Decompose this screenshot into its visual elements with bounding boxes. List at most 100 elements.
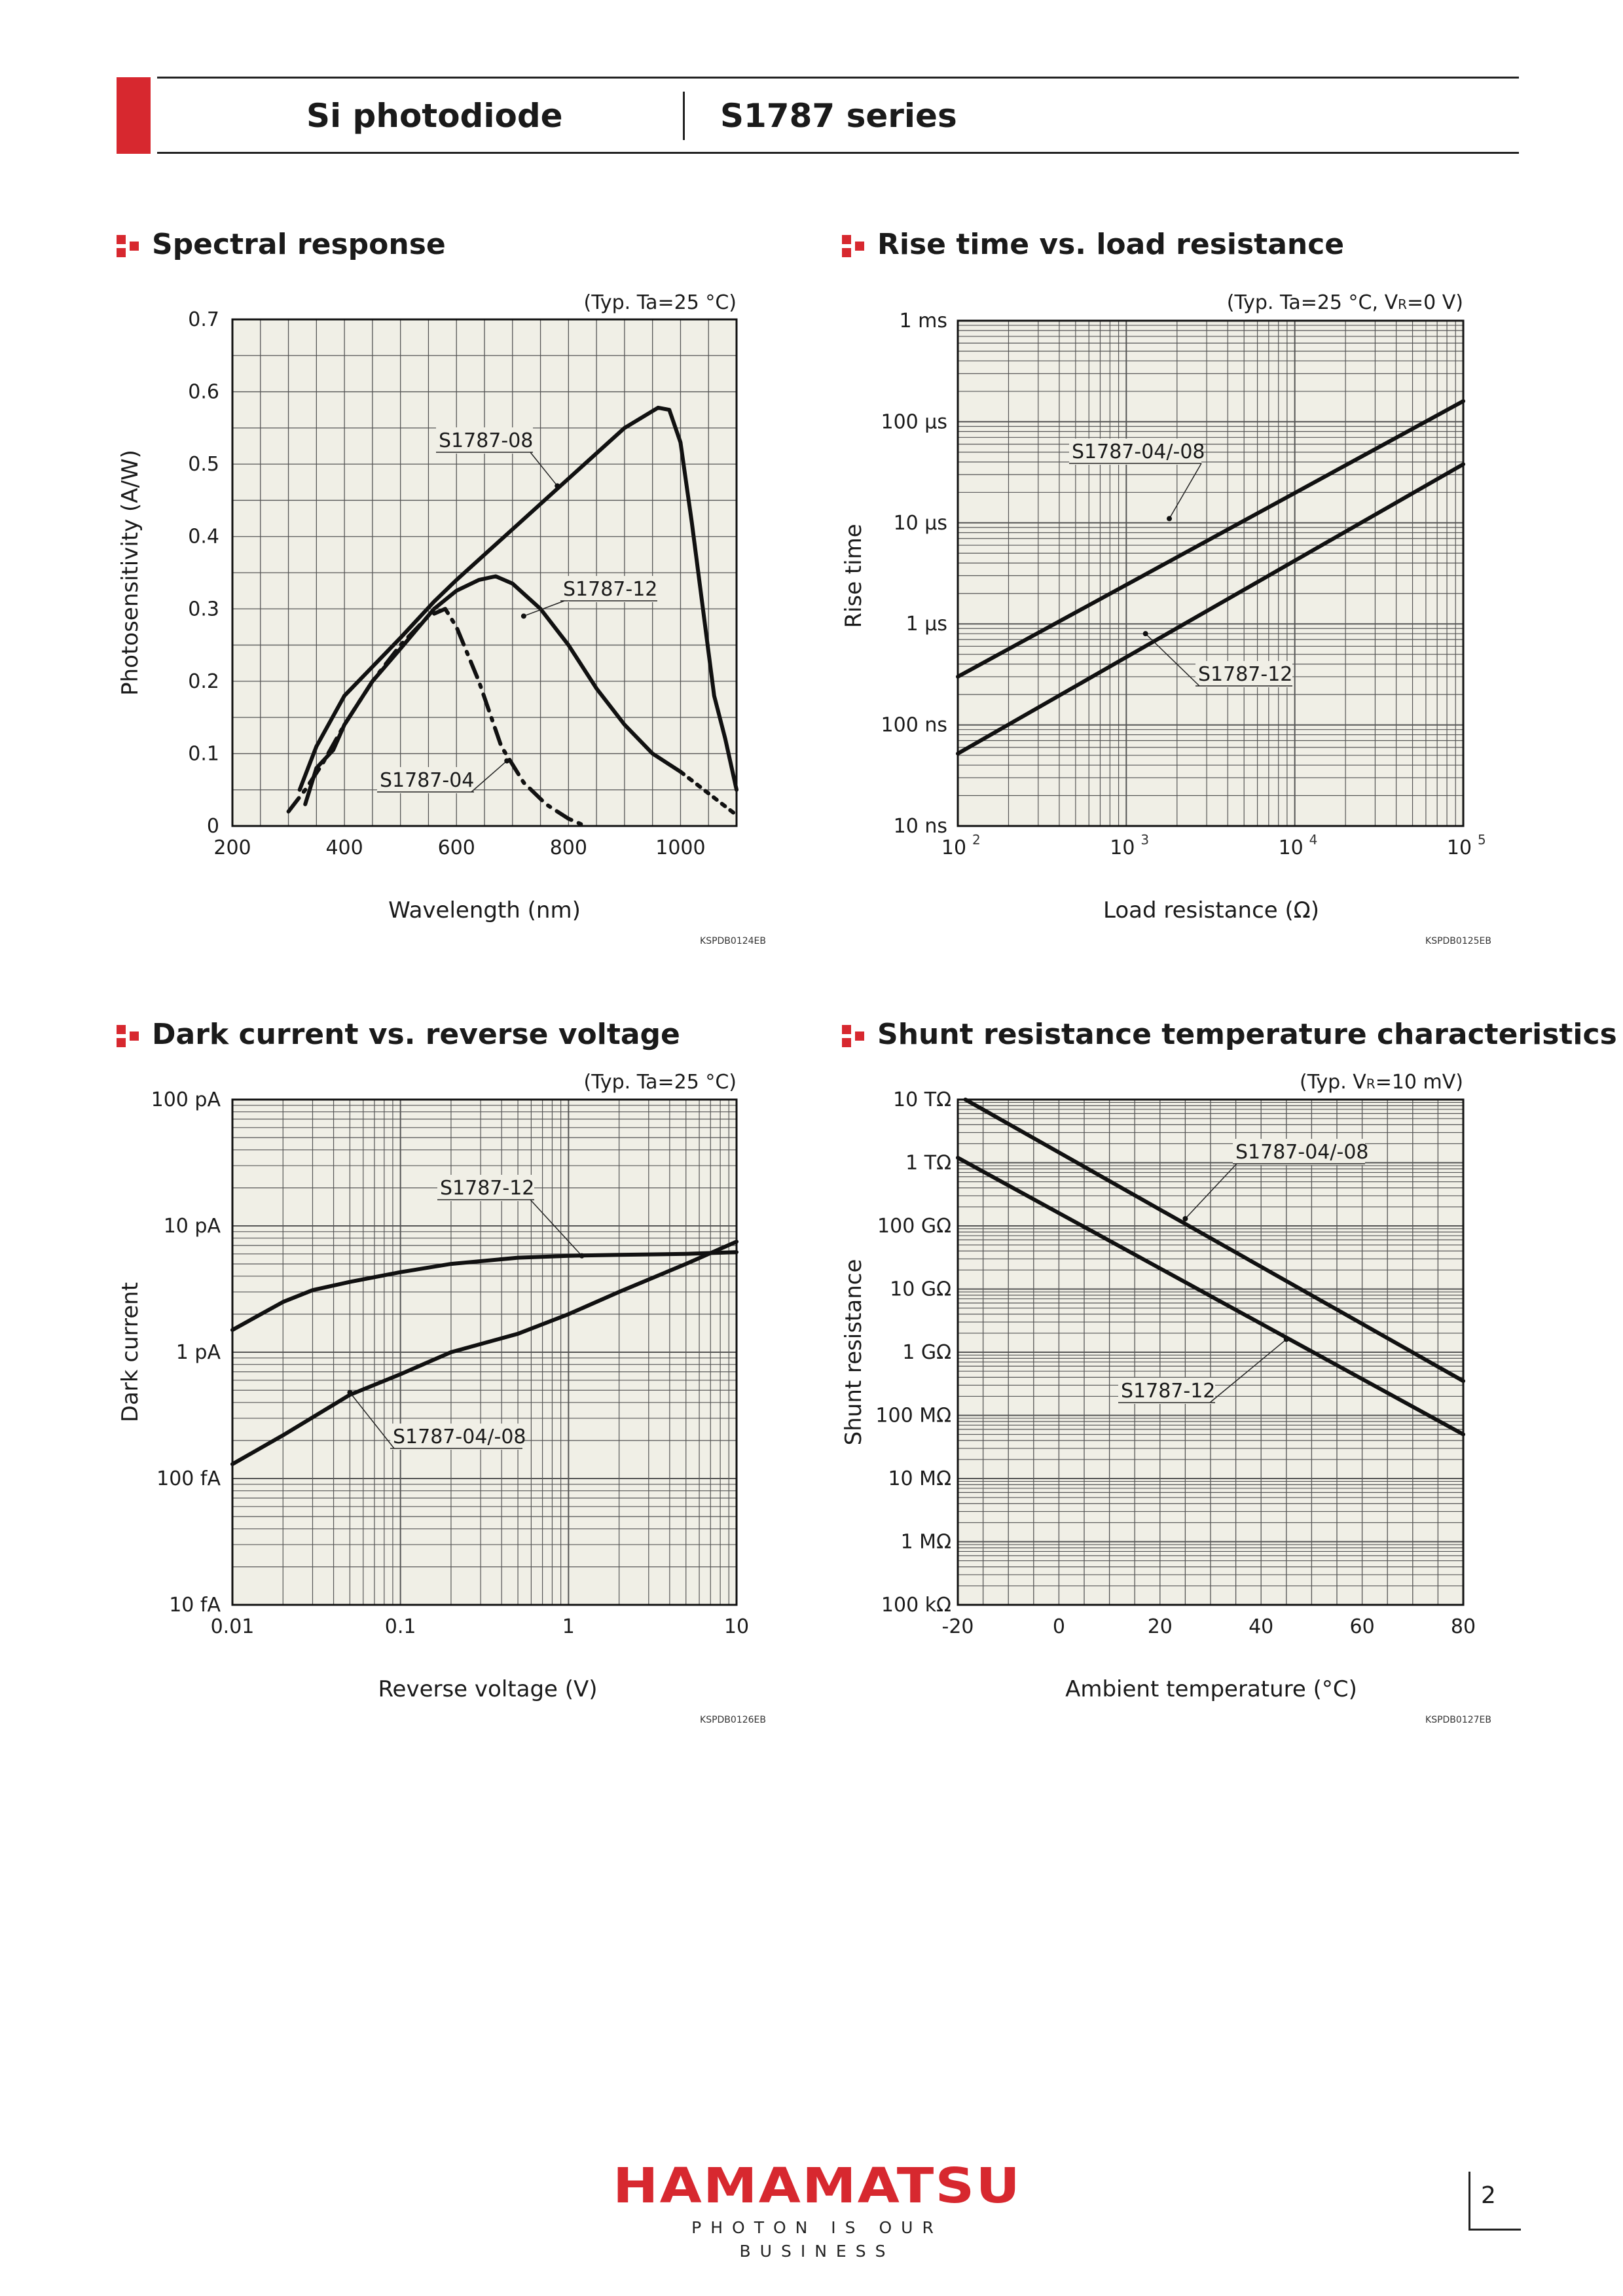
- series-line-s1787-12: [678, 770, 739, 817]
- x-tick-label: 1000: [655, 836, 705, 859]
- header-right-title: S1787 series: [720, 97, 957, 135]
- annotation-label: S1787-04/-08: [1235, 1141, 1369, 1164]
- annotation-arrow-tip: [347, 1390, 353, 1395]
- y-tick-label: 0: [207, 815, 219, 838]
- header-accent-bar: [117, 77, 151, 154]
- y-axis-label: Shunt resistance: [841, 1259, 867, 1446]
- y-tick-label: 0.7: [188, 308, 219, 331]
- condition-subscript: R: [1366, 1076, 1376, 1092]
- y-tick-label: 10 pA: [164, 1215, 221, 1238]
- section-title-text: Rise time vs. load resistance: [877, 228, 1345, 261]
- y-tick-label: 10 fA: [169, 1594, 221, 1617]
- section-title-shunt: Shunt resistance temperature characteris…: [842, 1016, 1617, 1053]
- series-line-s1787-04: [286, 607, 587, 828]
- y-tick-label: 10 MΩ: [888, 1467, 951, 1490]
- section-bullet-icon: [842, 235, 868, 257]
- plot-frame: [957, 319, 1465, 827]
- annotation-leader: [530, 1199, 583, 1257]
- header-top-rule: [157, 77, 1519, 79]
- condition-part: (Typ. Ta=25 °C, V: [1227, 291, 1398, 314]
- annotation-arrow-tip: [1142, 631, 1148, 637]
- chart-darkcurrent: 0.01 0.1 1 10 10 fA 100 fA 1 pA 10 pA 100 pA (Typ…: [117, 1071, 766, 1725]
- annotation-label-bg: [560, 576, 657, 602]
- plot-background: [958, 321, 1463, 826]
- x-tick-label: 600: [438, 836, 475, 859]
- x-tick-label: 10 3: [1110, 832, 1149, 859]
- annotation-label-bg: [1118, 1378, 1215, 1404]
- header-divider: [683, 92, 685, 140]
- annotation-arrow-tip: [1167, 516, 1173, 522]
- x-tick-label: 20: [1148, 1615, 1173, 1638]
- section-title-darkcurrent: Dark current vs. reverse voltage: [117, 1016, 680, 1053]
- y-tick-label: 10 TΩ: [893, 1088, 951, 1111]
- plot-frame: [957, 1098, 1465, 1606]
- y-tick-label: 100 GΩ: [877, 1215, 951, 1238]
- hamamatsu-logo: HAMAMATSU PHOTON IS OUR BUSINESS: [613, 2160, 1020, 2263]
- section-title-text: Spectral response: [152, 228, 446, 261]
- annotation-leader: [530, 452, 558, 486]
- y-tick-label: 100 fA: [156, 1467, 221, 1490]
- x-tick-base: 10: [1447, 836, 1472, 859]
- x-tick-label: 10: [724, 1615, 749, 1638]
- annotation-arrow-tip: [555, 483, 560, 489]
- annotation-label: S1787-04/-08: [1072, 440, 1205, 463]
- y-tick-label: 0.5: [188, 453, 219, 476]
- annotation: S1787-04/-08: [1069, 439, 1205, 522]
- annotation-label: S1787-12: [1121, 1380, 1215, 1403]
- plot-frame: [231, 1098, 738, 1606]
- annotation-leader: [1169, 463, 1202, 519]
- x-tick-label: 60: [1350, 1615, 1375, 1638]
- y-tick-label: 1 MΩ: [901, 1531, 951, 1554]
- header-left-title: Si photodiode: [306, 97, 563, 135]
- x-tick-label: 10 2: [941, 832, 981, 859]
- condition-part: (Typ. V: [1300, 1071, 1366, 1094]
- y-tick-label: 0.3: [188, 598, 219, 620]
- annotation-label: S1787-08: [439, 429, 533, 452]
- annotation: S1787-08: [436, 427, 560, 489]
- x-tick-label: 800: [550, 836, 587, 859]
- grid-lines: [232, 319, 737, 827]
- annotation-leader: [1209, 1338, 1287, 1403]
- x-tick-label: 10 4: [1279, 832, 1318, 859]
- annotation: S1787-04/-08: [347, 1390, 526, 1450]
- y-tick-label: 100 MΩ: [875, 1405, 951, 1427]
- annotation-label: S1787-12: [1198, 663, 1292, 686]
- chart-code: KSPDB0126EB: [700, 1715, 766, 1725]
- x-tick-label: 1: [562, 1615, 575, 1638]
- annotation-arrow-tip: [1283, 1336, 1289, 1342]
- chart-condition: (Typ. Ta=25 °C, VR=0 V): [1227, 291, 1463, 314]
- chart-condition: (Typ. VR=10 mV): [1300, 1071, 1463, 1094]
- series-line-s1787-12: [230, 1250, 739, 1332]
- section-title-spectral: Spectral response: [117, 226, 446, 263]
- x-tick-label: 0.1: [385, 1615, 416, 1638]
- annotation-label-bg: [1069, 439, 1201, 465]
- chart-code: KSPDB0124EB: [700, 936, 766, 946]
- x-axis-label: Load resistance (Ω): [1103, 897, 1319, 924]
- y-tick-label: 100 pA: [151, 1088, 221, 1111]
- x-tick-label: -20: [942, 1615, 974, 1638]
- x-tick-label: 200: [213, 836, 251, 859]
- x-tick-label: 400: [325, 836, 363, 859]
- section-title-text: Dark current vs. reverse voltage: [152, 1018, 680, 1051]
- y-tick-label: 100 μs: [881, 410, 947, 433]
- annotation-leader: [523, 600, 565, 617]
- y-tick-label: 1 μs: [906, 613, 947, 636]
- section-bullet-icon: [117, 235, 143, 257]
- series-line-s1787-04-08: [963, 1098, 1465, 1383]
- x-tick-label: 0.01: [211, 1615, 255, 1638]
- header-bottom-rule: [157, 152, 1519, 154]
- y-tick-label: 100 kΩ: [881, 1594, 951, 1617]
- annotation-label-bg: [436, 427, 533, 454]
- annotation-arrow-tip: [579, 1253, 585, 1259]
- x-tick-label: 80: [1451, 1615, 1476, 1638]
- annotation-label: S1787-04: [380, 769, 474, 792]
- annotation: S1787-04/-08: [1182, 1139, 1369, 1222]
- y-tick-label: 0.6: [188, 381, 219, 404]
- annotation-leader: [349, 1392, 395, 1449]
- plot-frame: [231, 318, 738, 827]
- y-tick-label: 10 μs: [894, 512, 947, 535]
- series-line-s1787-08: [297, 405, 739, 792]
- condition-subscript: R: [1398, 296, 1407, 312]
- annotation-label-bg: [1195, 661, 1292, 687]
